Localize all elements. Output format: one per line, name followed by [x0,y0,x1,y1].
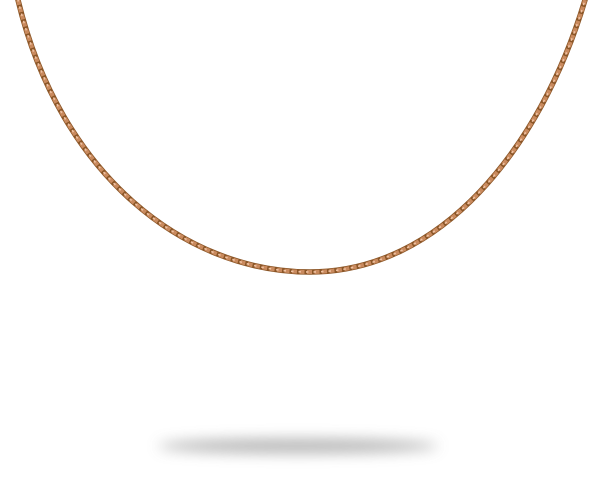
necklace-chain [15,0,588,275]
necklace-shadow [158,439,438,453]
